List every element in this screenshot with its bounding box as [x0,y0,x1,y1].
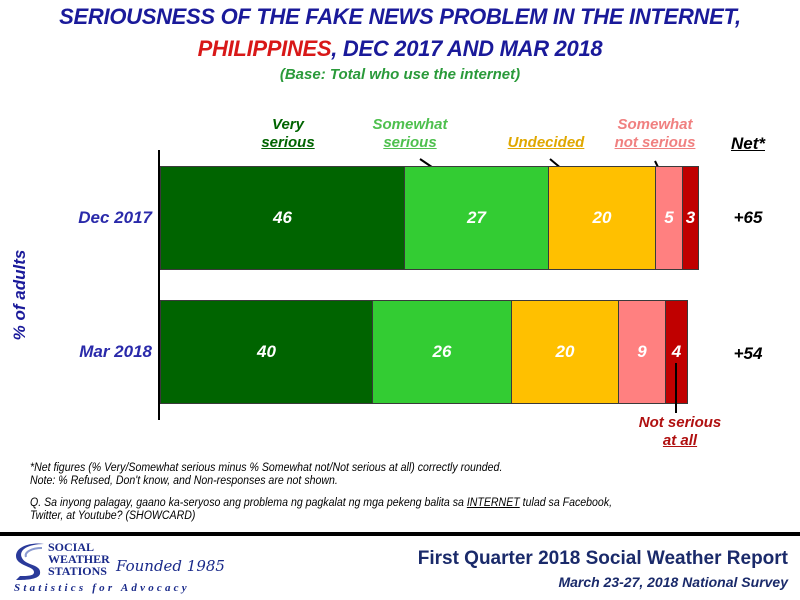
segment-undecided: 20 [512,300,619,404]
segment-somewhat-serious: 27 [405,166,549,270]
report-title: First Quarter 2018 Social Weather Report [417,548,788,569]
chart-subtitle: (Base: Total who use the internet) [279,66,521,83]
legend-undecided: Undecided [496,134,596,152]
net-footnote: *Net figures (% Very/Somewhat serious mi… [30,462,775,488]
bar-mar-2018: 40 26 20 9 4 [160,300,688,404]
sws-swoosh-icon [16,543,44,580]
legend-somewhat-not-serious-line2: not serious [614,134,696,151]
net-header: Net* [730,134,765,153]
legend-undecided-text: Undecided [507,134,585,151]
net-value-mar-2018: +54 [733,344,763,363]
segment-somewhat-not-serious: 5 [656,166,683,270]
legend-very-serious: Very serious [248,116,328,152]
legend-not-serious-at-all-line1: Not serious [638,414,722,431]
survey-question: Q. Sa inyong palagay, gaano ka-seryoso a… [30,497,775,523]
segment-very-serious: 40 [160,300,373,404]
segment-somewhat-serious: 26 [373,300,512,404]
legend-not-serious-at-all: Not serious at all [620,414,740,450]
segment-undecided: 20 [549,166,656,270]
row-label-mar-2018: Mar 2018 [79,342,152,361]
question-line1: Q. Sa inyong palagay, gaano ka-seryoso a… [30,497,775,510]
logo-line-stations: STATIONS [48,564,107,578]
title-dates: , DEC 2017 AND MAR 2018 [331,36,603,61]
legend-not-serious-at-all-line2: at all [662,432,698,449]
legend-somewhat-serious-line1: Somewhat [372,116,448,133]
leader-line-not-serious-at-all [675,363,677,413]
question-internet: INTERNET [466,497,520,509]
footer-divider [0,532,800,536]
question-line2: Twitter, at Youtube? (SHOWCARD) [30,510,196,522]
question-part1: Q. Sa inyong palagay, gaano ka-seryoso a… [30,497,467,509]
note-text: Note: % Refused, Don't know, and Non-res… [30,475,338,487]
segment-not-serious-at-all: 4 [666,300,688,404]
legend-somewhat-serious: Somewhat serious [360,116,460,152]
legend-very-serious-line1: Very [272,116,304,133]
y-axis-label: % of adults [10,249,29,341]
segment-not-serious-at-all: 3 [683,166,699,270]
legend-very-serious-line2: serious [261,134,315,151]
bar-dec-2017: 46 27 20 5 3 [160,166,699,270]
logo-founded: Founded 1985 [116,557,225,575]
logo-tagline: Statistics for Advocacy [14,582,190,594]
logo-text: SOCIAL WEATHER STATIONS [48,541,110,577]
logo-line-social: SOCIAL [48,540,95,554]
legend-somewhat-not-serious-line1: Somewhat [617,116,693,133]
row-label-dec-2017: Dec 2017 [78,208,152,227]
report-subtitle: March 23-27, 2018 National Survey [558,574,788,590]
net-value-dec-2017: +65 [733,208,763,227]
y-axis-line [158,150,160,420]
question-part2: tulad sa Facebook, [519,497,613,509]
net-note-text: *Net figures (% Very/Somewhat serious mi… [30,462,503,474]
segment-somewhat-not-serious: 9 [619,300,666,404]
legend-somewhat-not-serious: Somewhat not serious [600,116,710,152]
sws-logo: SOCIAL WEATHER STATIONS Founded 1985 Sta… [12,540,232,596]
segment-very-serious: 46 [160,166,405,270]
legend-somewhat-serious-line2: serious [383,134,437,151]
chart-title-line1: SERIOUSNESS OF THE FAKE NEWS PROBLEM IN … [59,4,741,29]
chart-title-line2: PHILIPPINES, DEC 2017 AND MAR 2018 [0,36,800,62]
title-country: PHILIPPINES [197,36,332,61]
logo-line-weather: WEATHER [48,552,110,566]
